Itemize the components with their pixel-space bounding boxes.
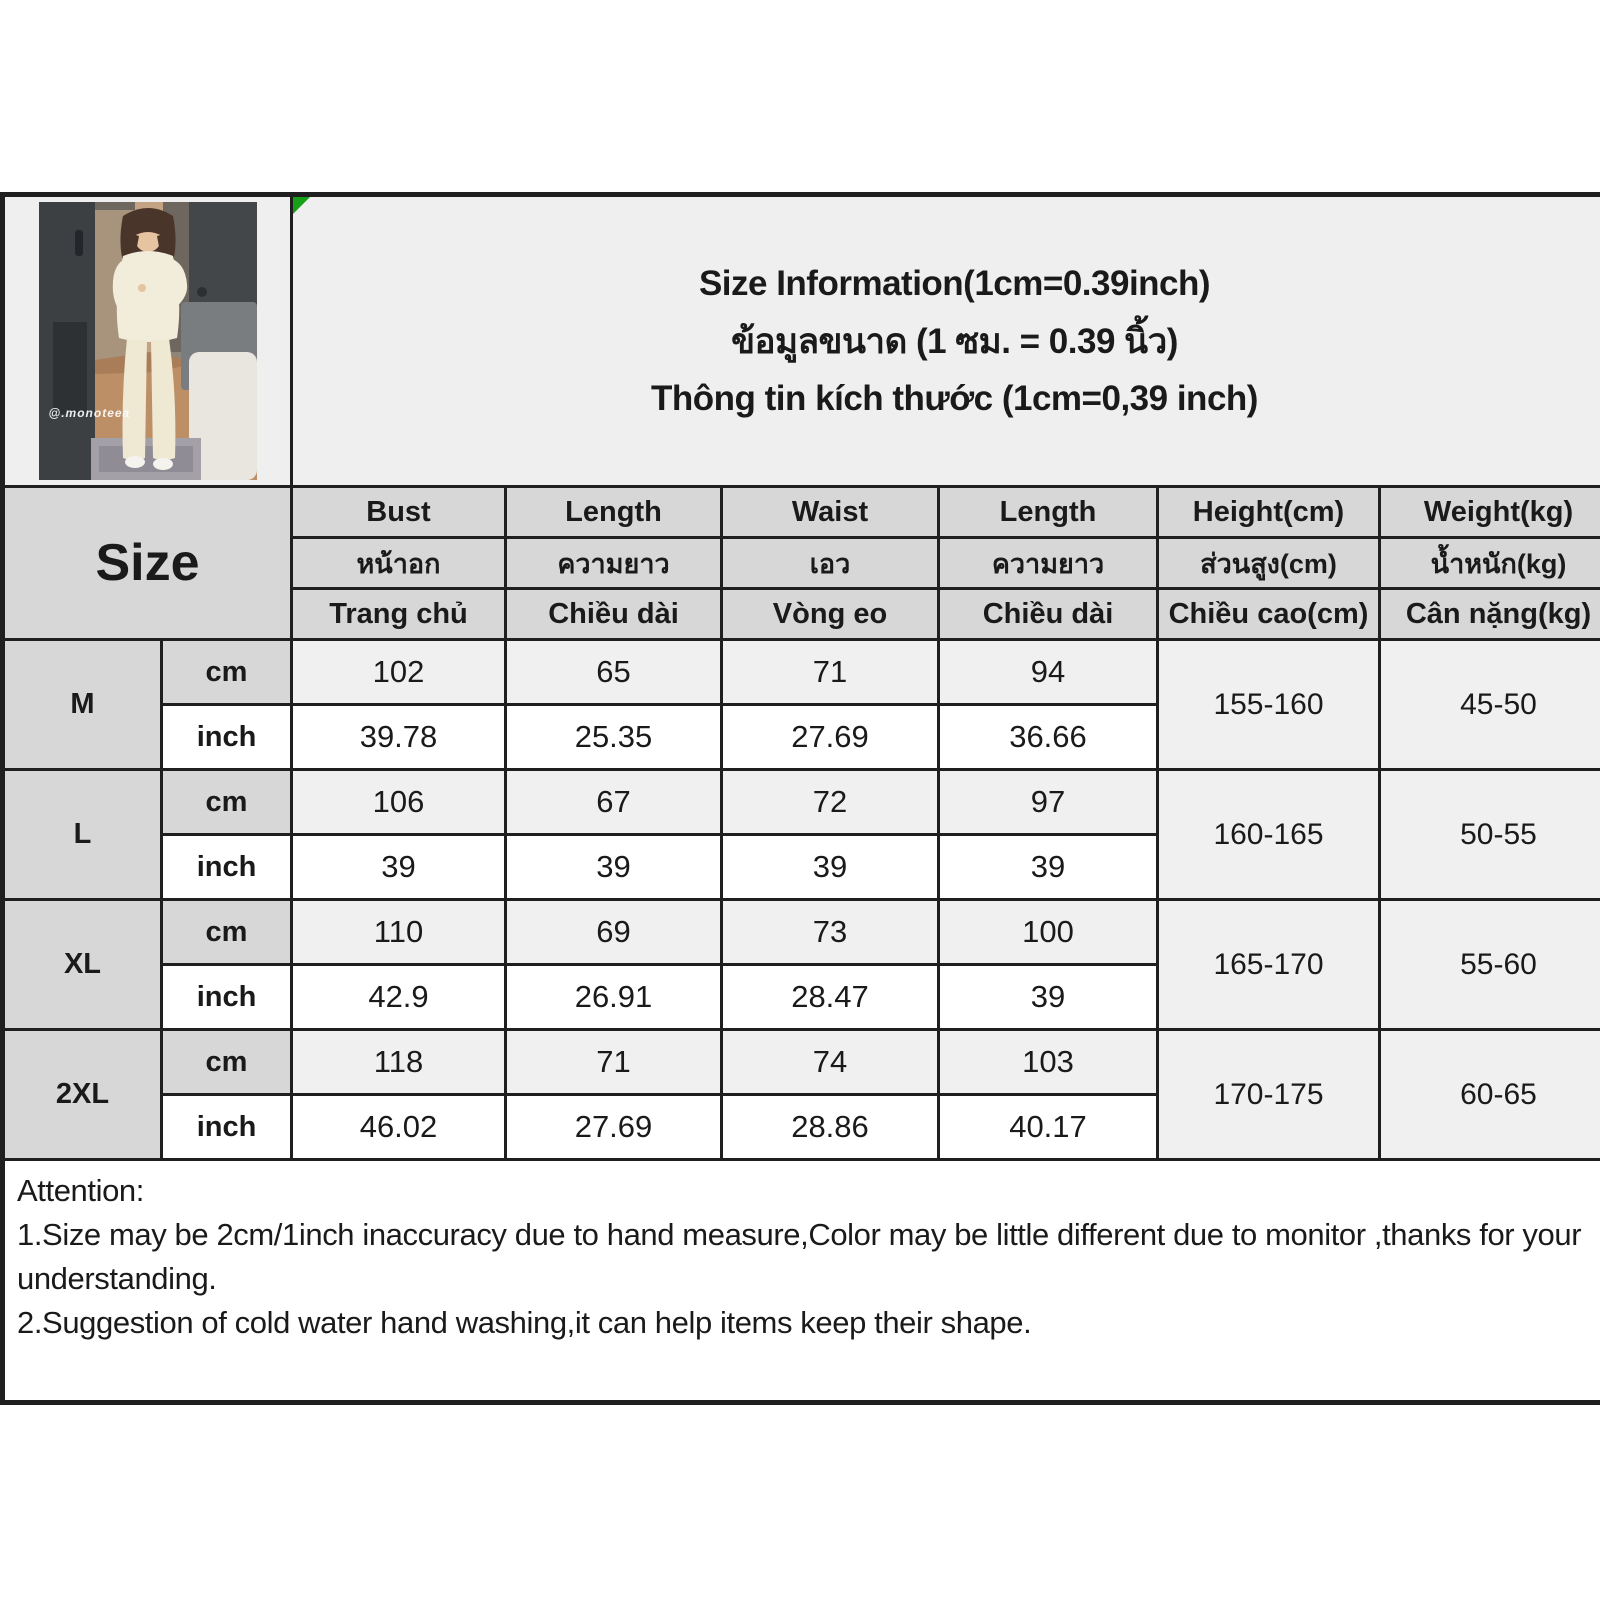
product-photo: @.monoteea: [38, 202, 257, 480]
col-header-waist-vi: Vòng eo: [723, 590, 937, 638]
col-header-length-vi: Chiều dài: [507, 590, 720, 638]
col-header-length-en: Length: [507, 488, 720, 536]
attention-line-2: 2.Suggestion of cold water hand washing,…: [17, 1305, 1032, 1341]
table-cell: 97: [940, 771, 1156, 833]
col-header-length2-vi: Chiều dài: [940, 590, 1156, 638]
col-header-length-th: ความยาว: [507, 539, 720, 587]
col-header-waist-en: Waist: [723, 488, 937, 536]
photo-watermark: @.monoteea: [48, 406, 131, 420]
table-cell: 65: [507, 641, 720, 703]
table-cell: 46.02: [293, 1096, 504, 1158]
table-cell: 40.17: [940, 1096, 1156, 1158]
table-cell: 28.86: [723, 1096, 937, 1158]
unit-cm: cm: [163, 641, 290, 703]
table-cell: 39.78: [293, 706, 504, 768]
table-cell: 106: [293, 771, 504, 833]
table-cell: 42.9: [293, 966, 504, 1028]
attention-heading: Attention:: [17, 1173, 144, 1208]
unit-inch: inch: [163, 1096, 290, 1158]
table-cell: 27.69: [507, 1096, 720, 1158]
table-cell: 67: [507, 771, 720, 833]
col-header-weight-vi: Cân nặng(kg): [1381, 590, 1600, 638]
table-cell: 39: [293, 836, 504, 898]
title-english: Size Information(1cm=0.39inch): [698, 263, 1211, 303]
unit-inch: inch: [163, 706, 290, 768]
size-label-2xl: 2XL: [5, 1031, 160, 1158]
unit-cm: cm: [163, 1031, 290, 1093]
cell-flag-icon: [293, 197, 310, 214]
unit-inch: inch: [163, 836, 290, 898]
table-cell: 71: [723, 641, 937, 703]
weight-range-m: 45-50: [1381, 641, 1600, 768]
table-cell: 28.47: [723, 966, 937, 1028]
col-header-height-en: Height(cm): [1159, 488, 1378, 536]
table-cell: 118: [293, 1031, 504, 1093]
table-cell: 69: [507, 901, 720, 963]
col-header-weight-th: น้ำหนัก(kg): [1381, 539, 1600, 587]
title-thai: ข้อมูลขนาด (1 ซม. = 0.39 นิ้ว): [731, 321, 1178, 361]
height-range-m: 155-160: [1159, 641, 1378, 768]
size-label-m: M: [5, 641, 160, 768]
col-header-bust-vi: Trang chủ: [293, 590, 504, 638]
size-label-l: L: [5, 771, 160, 898]
table-cell: 39: [940, 836, 1156, 898]
table-cell: 39: [723, 836, 937, 898]
table-cell: 103: [940, 1031, 1156, 1093]
table-cell: 102: [293, 641, 504, 703]
title-vietnamese: Thông tin kích thước (1cm=0,39 inch): [651, 378, 1258, 418]
table-cell: 36.66: [940, 706, 1156, 768]
table-cell: 27.69: [723, 706, 937, 768]
weight-range-xl: 55-60: [1381, 901, 1600, 1028]
unit-cm: cm: [163, 771, 290, 833]
col-header-height-vi: Chiều cao(cm): [1159, 590, 1378, 638]
col-header-bust-th: หน้าอก: [293, 539, 504, 587]
unit-cm: cm: [163, 901, 290, 963]
size-chart-table: @.monoteea Size Information(1cm=0.39inch…: [0, 192, 1600, 1405]
table-cell: 110: [293, 901, 504, 963]
unit-inch: inch: [163, 966, 290, 1028]
col-header-height-th: ส่วนสูง(cm): [1159, 539, 1378, 587]
height-range-xl: 165-170: [1159, 901, 1378, 1028]
table-cell: 73: [723, 901, 937, 963]
product-photo-cell: @.monoteea: [5, 197, 290, 485]
col-header-length2-en: Length: [940, 488, 1156, 536]
col-header-weight-en: Weight(kg): [1381, 488, 1600, 536]
table-cell: 71: [507, 1031, 720, 1093]
table-cell: 39: [940, 966, 1156, 1028]
size-header-cell: Size: [5, 488, 290, 638]
attention-line-1: 1.Size may be 2cm/1inch inaccuracy due t…: [17, 1217, 1582, 1297]
table-cell: 39: [507, 836, 720, 898]
col-header-bust-en: Bust: [293, 488, 504, 536]
table-cell: 72: [723, 771, 937, 833]
pajama-model-illustration: [38, 202, 257, 480]
weight-range-l: 50-55: [1381, 771, 1600, 898]
table-cell: 74: [723, 1031, 937, 1093]
table-cell: 94: [940, 641, 1156, 703]
height-range-2xl: 170-175: [1159, 1031, 1378, 1158]
title-cell: Size Information(1cm=0.39inch) ข้อมูลขนา…: [293, 197, 1600, 485]
attention-note: Attention: 1.Size may be 2cm/1inch inacc…: [5, 1161, 1600, 1400]
weight-range-2xl: 60-65: [1381, 1031, 1600, 1158]
table-cell: 100: [940, 901, 1156, 963]
col-header-length2-th: ความยาว: [940, 539, 1156, 587]
col-header-waist-th: เอว: [723, 539, 937, 587]
size-label-xl: XL: [5, 901, 160, 1028]
table-cell: 26.91: [507, 966, 720, 1028]
height-range-l: 160-165: [1159, 771, 1378, 898]
table-cell: 25.35: [507, 706, 720, 768]
